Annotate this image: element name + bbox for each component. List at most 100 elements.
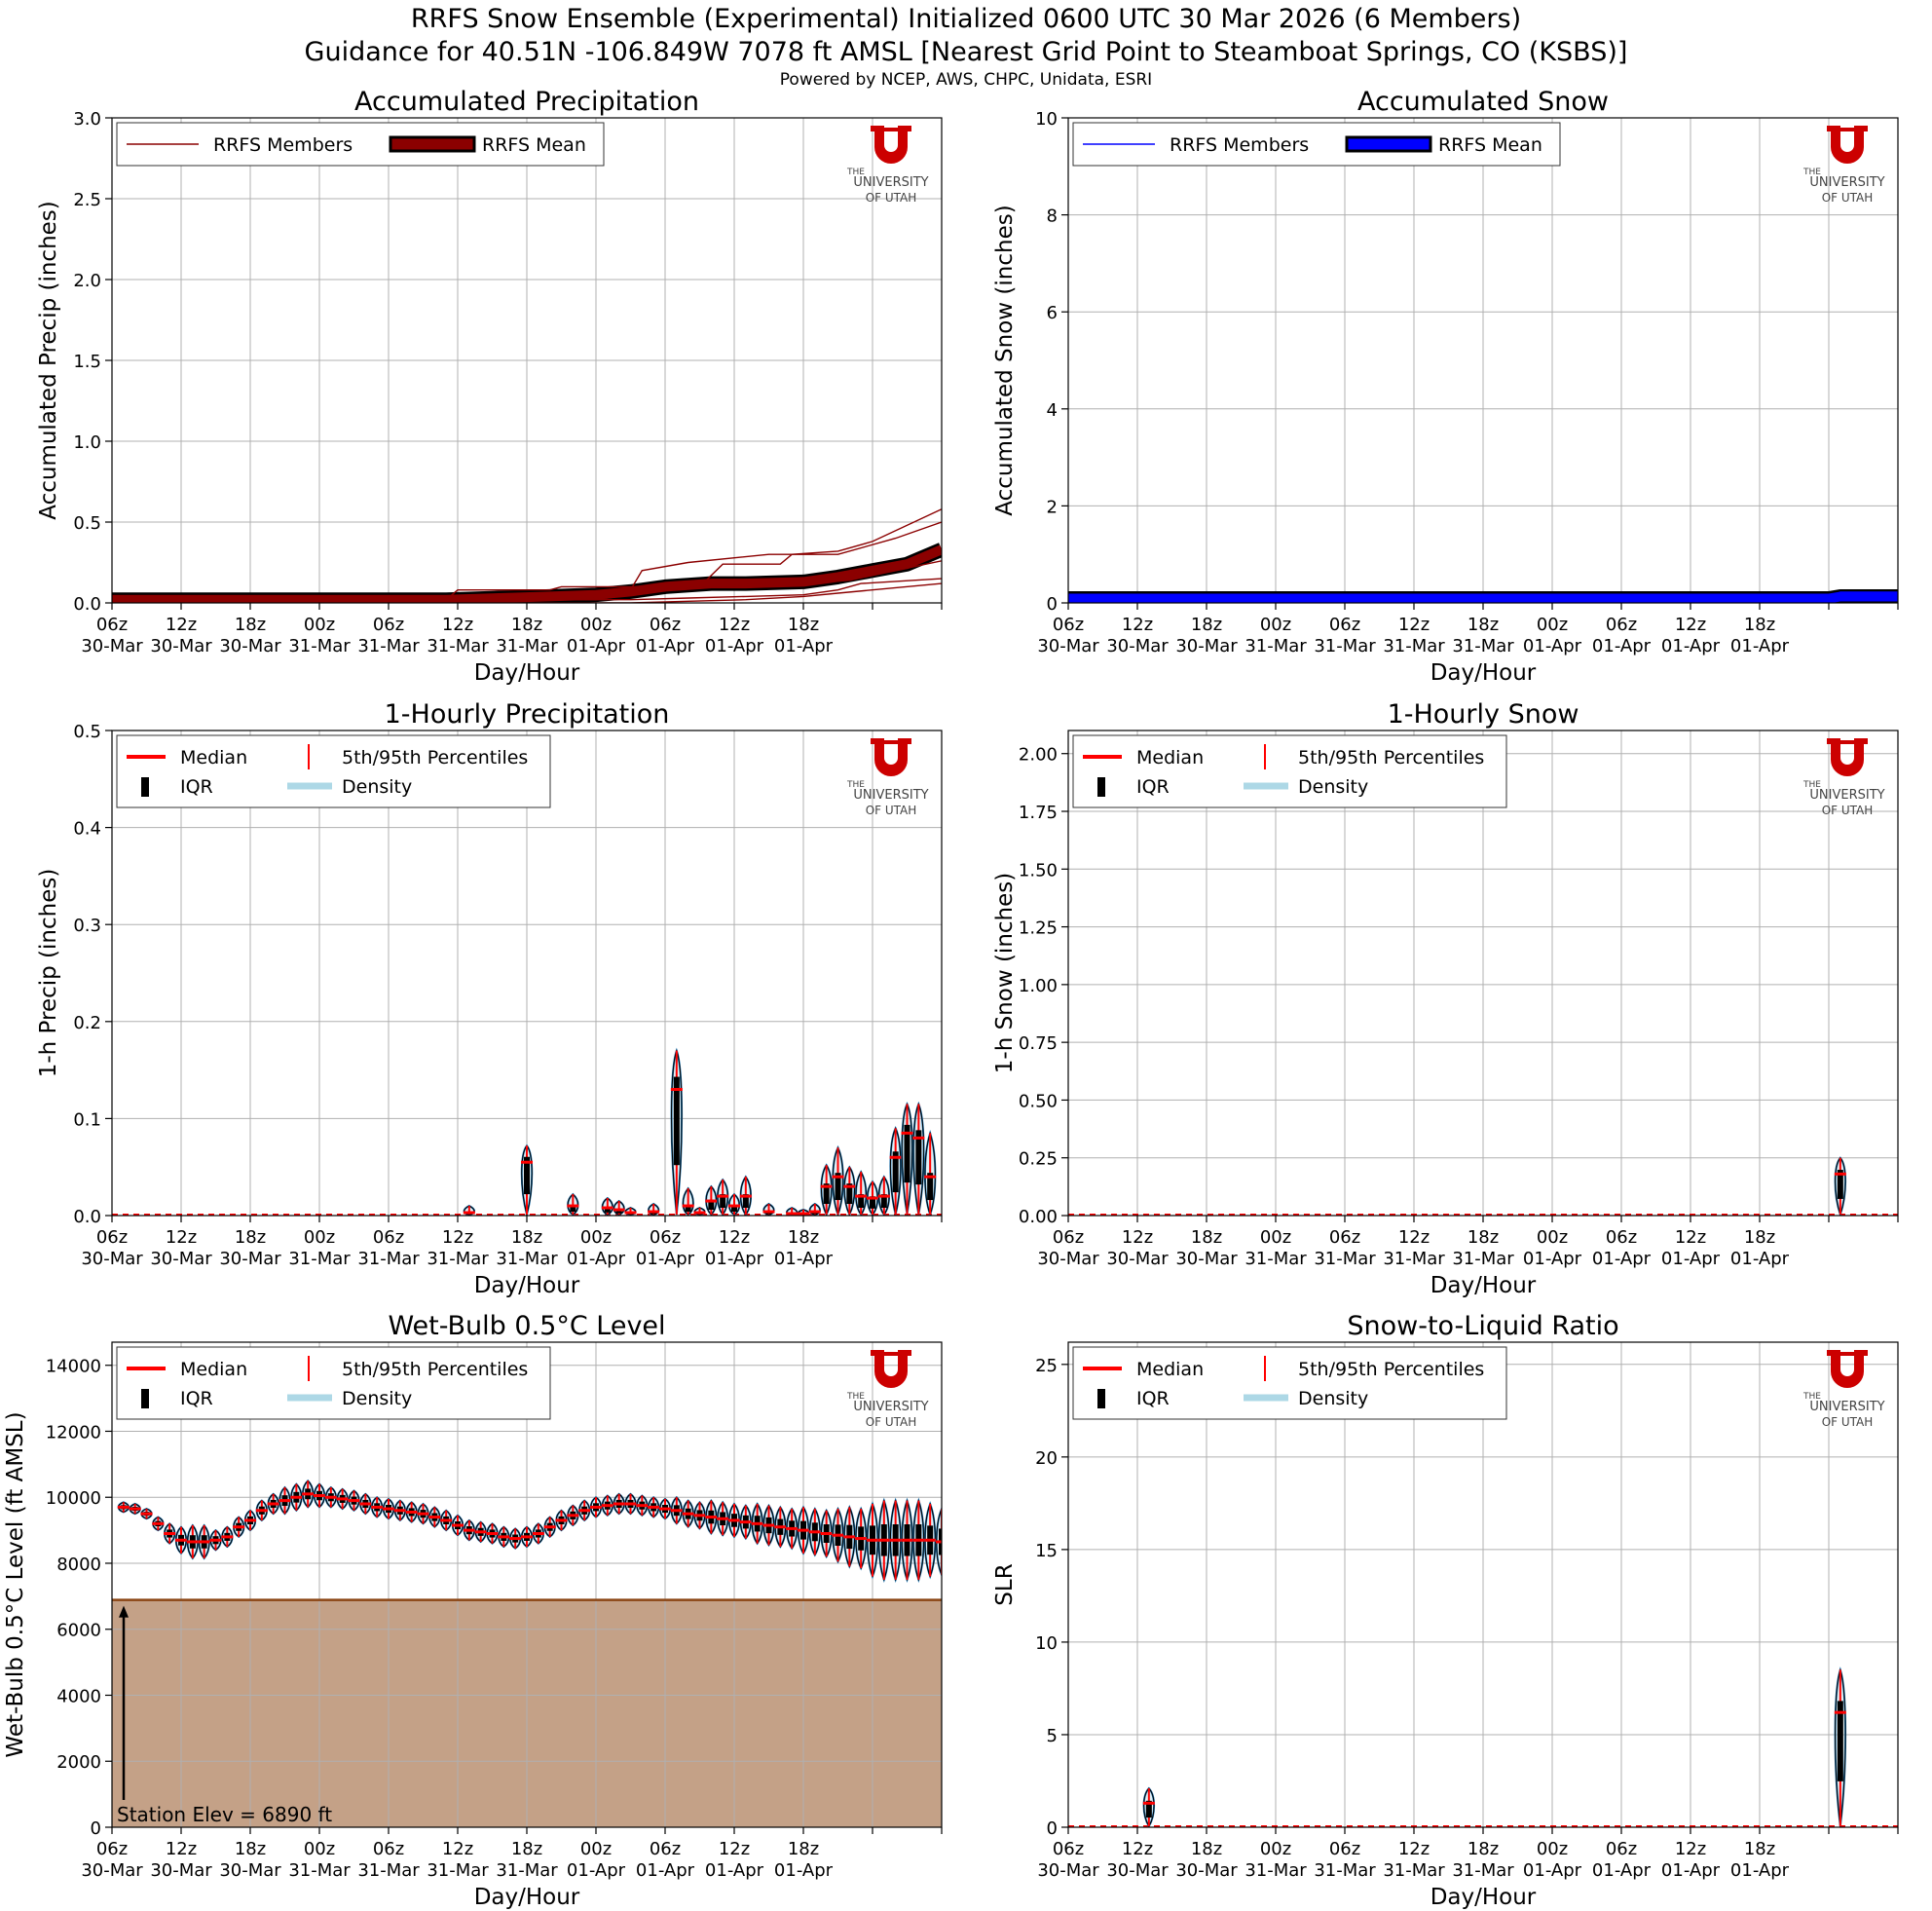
violin-outline [209, 1529, 222, 1552]
x-tick-label-day: 31-Mar [288, 1249, 351, 1269]
logo-line3: OF UTAH [866, 1415, 917, 1429]
legend-density-label: Density [1298, 1388, 1368, 1409]
x-tick-label-day: 30-Mar [219, 1860, 281, 1881]
y-tick-label: 6 [1047, 303, 1058, 323]
x-tick-label-hour: 12z [719, 1227, 750, 1248]
logo-line1: THE [1802, 1392, 1821, 1402]
x-tick-label-day: 30-Mar [1175, 1249, 1238, 1269]
x-tick-label-hour: 06z [1329, 1227, 1360, 1248]
legend-members-label: RRFS Members [1170, 134, 1309, 156]
x-tick-label-day: 30-Mar [1106, 636, 1169, 656]
y-tick-label: 0.5 [73, 722, 101, 742]
violin-outline [348, 1489, 360, 1512]
violin-outline [832, 1507, 844, 1563]
x-tick-label-day: 30-Mar [1106, 1249, 1169, 1269]
violin-35 [520, 1525, 534, 1549]
x-tick-label-hour: 00z [1260, 615, 1291, 635]
legend-mean-swatch [389, 135, 476, 153]
x-tick-label-day: 01-Apr [1730, 636, 1790, 656]
x-tick-label-hour: 18z [1744, 1839, 1775, 1859]
logo-line1: THE [846, 168, 865, 177]
violin-60 [808, 1507, 822, 1557]
legend: Median 5th/95th Percentiles IQR Density [1072, 1346, 1507, 1420]
y-tick-label: 1.25 [1019, 918, 1058, 939]
x-tick-label-hour: 12z [166, 615, 197, 635]
violin-22 [370, 1495, 384, 1518]
x-tick-label-hour: 06z [96, 1227, 128, 1248]
violin-52 [716, 1500, 729, 1537]
violin-5 [624, 1206, 637, 1216]
violin-22 [866, 1180, 879, 1216]
violin-outline [578, 1499, 590, 1521]
x-tick-label-hour: 18z [235, 1839, 266, 1859]
violin-iqr [846, 1183, 853, 1205]
member-line-1 [1068, 591, 1898, 599]
y-tick-label: 4 [1047, 400, 1058, 421]
x-tick-label-day: 01-Apr [1523, 1249, 1582, 1269]
x-tick-label-hour: 18z [788, 1227, 819, 1248]
y-tick-label: 1.0 [73, 432, 101, 453]
x-tick-label-hour: 18z [1468, 1227, 1499, 1248]
violin-26 [417, 1502, 429, 1525]
panel-title: Wet-Bulb 0.5°C Level [388, 1311, 665, 1341]
legend-box [1072, 734, 1507, 808]
panel-wetbulb: Station Elev = 6890 ft 0 2000 4000 6000 8000 1… [3, 1311, 943, 1910]
x-axis-label: Day/Hour [1430, 1273, 1537, 1298]
x-tick-label-hour: 12z [442, 615, 473, 635]
violin-71 [935, 1506, 942, 1578]
x-tick-label-day: 31-Mar [288, 1860, 351, 1881]
x-tick-label-hour: 18z [235, 615, 266, 635]
logo-line3: OF UTAH [1822, 1415, 1874, 1429]
violin-12 [255, 1499, 269, 1522]
x-tick-label-day: 30-Mar [150, 636, 212, 656]
x-tick-label-day: 31-Mar [1314, 1860, 1376, 1881]
violin-14 [762, 1202, 775, 1216]
x-tick-label-day: 31-Mar [357, 1860, 420, 1881]
violin-outline [290, 1482, 303, 1512]
violin-47 [658, 1497, 672, 1520]
x-tick-label-day: 31-Mar [357, 1249, 420, 1269]
violin-outline [187, 1524, 199, 1559]
violin-iqr [892, 1151, 899, 1193]
violin-46 [647, 1495, 660, 1518]
violin-65 [866, 1501, 879, 1580]
gridlines [112, 731, 942, 1216]
x-tick-label-day: 31-Mar [427, 636, 489, 656]
x-tick-label-day: 30-Mar [81, 1860, 143, 1881]
logo-line1: THE [846, 1392, 865, 1402]
y-tick-label: 0.5 [73, 513, 101, 534]
logo-line2: UNIVERSITY [1809, 788, 1884, 803]
violin-53 [727, 1502, 741, 1539]
x-tick-label-hour: 06z [1329, 615, 1360, 635]
x-tick-label-hour: 12z [1398, 615, 1430, 635]
violin-21 [854, 1170, 868, 1216]
x-tick-label-day: 01-Apr [1730, 1860, 1790, 1881]
violin-1 [129, 1502, 141, 1516]
violin-iqr [823, 1183, 830, 1205]
panel-title: 1-Hourly Snow [1388, 699, 1579, 730]
violin-29 [451, 1514, 464, 1537]
legend-median-label: Median [1136, 1359, 1204, 1380]
x-tick-label-hour: 12z [442, 1227, 473, 1248]
x-tick-label-day: 31-Mar [1452, 636, 1514, 656]
x-tick-label-day: 31-Mar [1314, 1249, 1376, 1269]
x-tick-label-hour: 18z [511, 1839, 542, 1859]
violin-39 [567, 1504, 579, 1527]
x-tick-label-hour: 00z [580, 1839, 612, 1859]
violin-12 [727, 1192, 741, 1216]
violin-32 [486, 1522, 499, 1545]
x-tick-label-hour: 06z [1329, 1839, 1360, 1859]
plot-area [112, 731, 942, 1216]
x-tick-label-day: 31-Mar [1245, 636, 1307, 656]
y-tick-label: 8000 [56, 1555, 101, 1575]
violin-51 [705, 1499, 718, 1536]
violin-outline [912, 1499, 925, 1582]
y-tick-label: 0.00 [1019, 1207, 1058, 1227]
legend: Median 5th/95th Percentiles IQR Density [116, 1346, 551, 1420]
violin-iqr [835, 1173, 841, 1201]
x-axis-label: Day/Hour [474, 1885, 580, 1910]
x-tick-label-hour: 18z [1468, 615, 1499, 635]
x-tick-label-hour: 12z [1675, 1839, 1706, 1859]
